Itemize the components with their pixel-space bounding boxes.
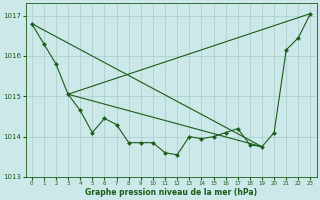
X-axis label: Graphe pression niveau de la mer (hPa): Graphe pression niveau de la mer (hPa) [85,188,257,197]
